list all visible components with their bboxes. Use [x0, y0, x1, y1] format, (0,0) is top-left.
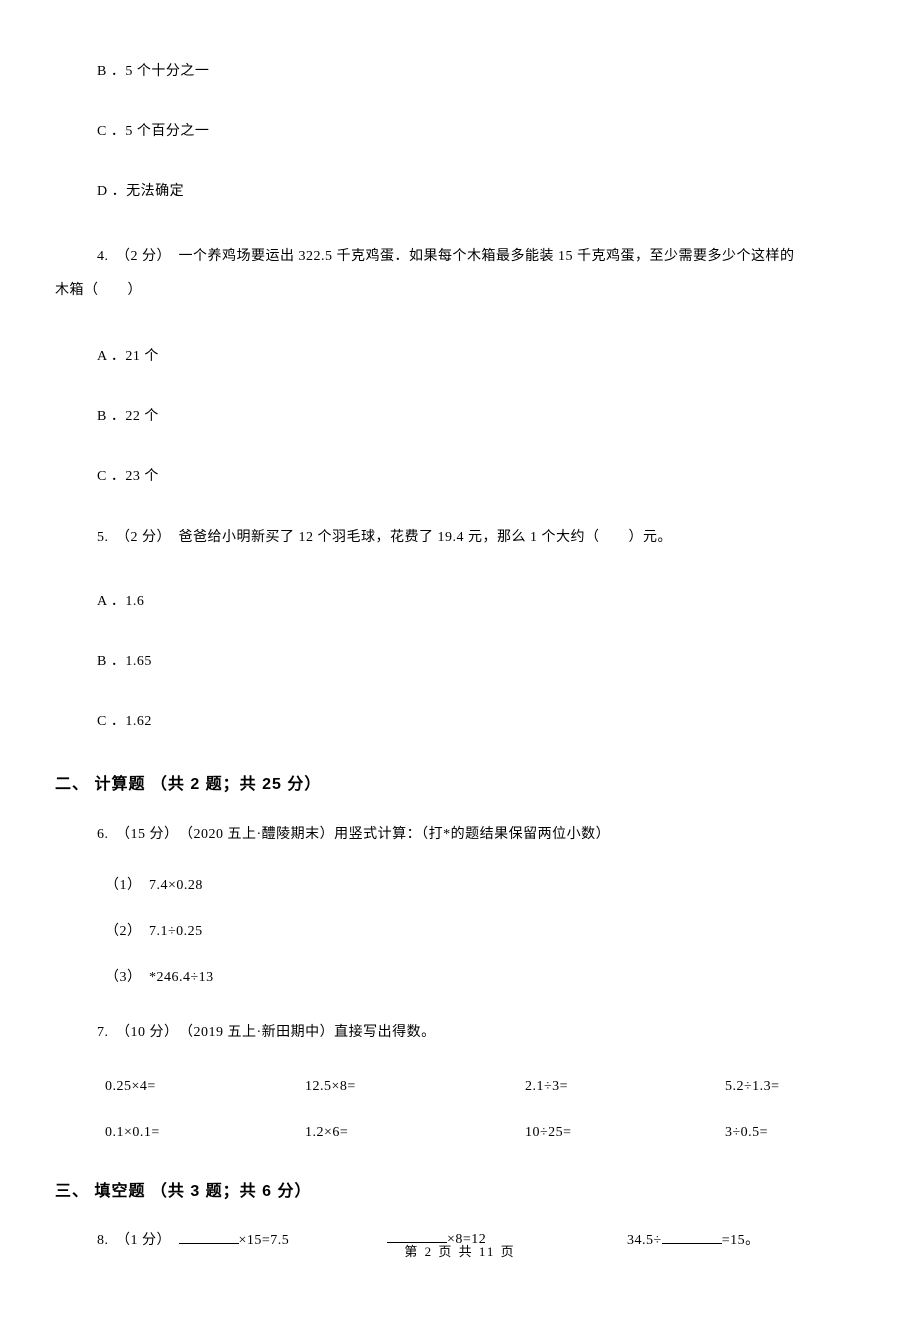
q7-r1c2: 12.5×8= — [305, 1079, 525, 1095]
q6-sub1: （1） 7.4×0.28 — [55, 874, 865, 894]
page-footer: 第 2 页 共 11 页 — [0, 1241, 920, 1260]
q3-option-b: B ．5 个十分之一 — [55, 60, 865, 80]
q7-row1: 0.25×4= 12.5×8= 2.1÷3= 5.2÷1.3= — [55, 1079, 865, 1095]
q6-sub3: （3） *246.4÷13 — [55, 966, 865, 986]
q5-text: 5. （2 分） 爸爸给小明新买了 12 个羽毛球，花费了 19.4 元，那么 … — [55, 525, 865, 552]
q5-option-c: C ．1.62 — [55, 710, 865, 730]
q4-option-c: C ．23 个 — [55, 465, 865, 485]
section-2-header: 二、 计算题 （共 2 题；共 25 分） — [55, 770, 865, 794]
q7-row2: 0.1×0.1= 1.2×6= 10÷25= 3÷0.5= — [55, 1125, 865, 1141]
q7-r1c3: 2.1÷3= — [525, 1079, 725, 1095]
q6-text: 6. （15 分） （2020 五上·醴陵期末）用竖式计算：（打*的题结果保留两… — [55, 822, 865, 849]
q7-r2c4: 3÷0.5= — [725, 1125, 875, 1141]
q4-line1: 4. （2 分） 一个养鸡场要运出 322.5 千克鸡蛋．如果每个木箱最多能装 … — [55, 240, 865, 274]
q5-option-b: B ．1.65 — [55, 650, 865, 670]
q7-text: 7. （10 分） （2019 五上·新田期中）直接写出得数。 — [55, 1020, 865, 1047]
q4-line2: 木箱（ ） — [55, 274, 865, 308]
q7-r2c2: 1.2×6= — [305, 1125, 525, 1141]
page-content: B ．5 个十分之一 C ．5 个百分之一 D ．无法确定 4. （2 分） 一… — [0, 0, 920, 1319]
q7-r2c3: 10÷25= — [525, 1125, 725, 1141]
q4-option-b: B ．22 个 — [55, 405, 865, 425]
q4-text: 4. （2 分） 一个养鸡场要运出 322.5 千克鸡蛋．如果每个木箱最多能装 … — [55, 240, 865, 307]
section-3-header: 三、 填空题 （共 3 题；共 6 分） — [55, 1177, 865, 1201]
q7-r2c1: 0.1×0.1= — [105, 1125, 305, 1141]
q7-r1c1: 0.25×4= — [105, 1079, 305, 1095]
q3-option-d: D ．无法确定 — [55, 180, 865, 200]
q5-option-a: A ．1.6 — [55, 590, 865, 610]
q7-r1c4: 5.2÷1.3= — [725, 1079, 875, 1095]
q4-option-a: A ．21 个 — [55, 345, 865, 365]
q3-option-c: C ．5 个百分之一 — [55, 120, 865, 140]
q6-sub2: （2） 7.1÷0.25 — [55, 920, 865, 940]
